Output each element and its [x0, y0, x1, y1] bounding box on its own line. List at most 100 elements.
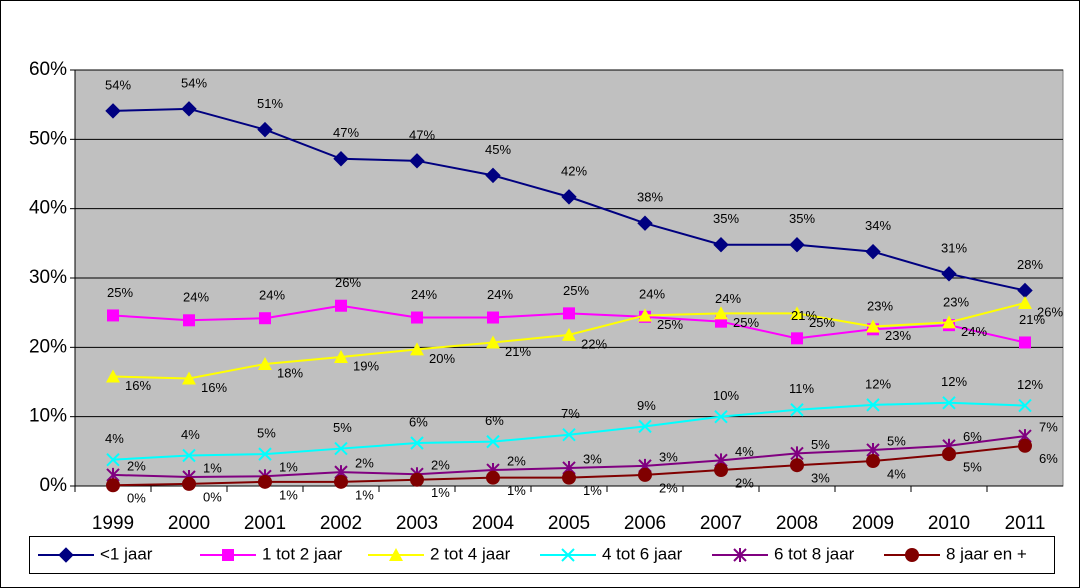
- data-label: 25%: [563, 283, 589, 298]
- marker: [409, 153, 425, 169]
- marker: [258, 474, 272, 489]
- y-tick-label: 40%: [29, 198, 67, 219]
- data-label: 18%: [277, 365, 303, 380]
- marker: [335, 299, 347, 312]
- x-tick-label: 2000: [168, 513, 210, 534]
- marker: [562, 327, 576, 341]
- marker: [790, 403, 804, 417]
- marker: [1018, 398, 1032, 413]
- data-label: 26%: [1037, 304, 1063, 319]
- marker: [334, 441, 348, 456]
- marker: [259, 312, 271, 325]
- data-label: 1%: [507, 483, 526, 498]
- data-label: 23%: [943, 295, 969, 310]
- marker: [107, 309, 119, 322]
- data-label: 2%: [431, 458, 450, 473]
- data-label: 51%: [257, 96, 283, 111]
- data-label: 26%: [335, 275, 361, 290]
- data-label: 6%: [485, 413, 504, 428]
- marker: [638, 419, 652, 434]
- marker: [790, 458, 804, 473]
- marker: [106, 478, 120, 493]
- marker: [182, 476, 196, 491]
- data-label: 21%: [505, 344, 531, 359]
- data-label: 1%: [279, 460, 298, 475]
- legend-label: 4 tot 6 jaar: [602, 544, 683, 563]
- x-tick-label: 2009: [852, 513, 894, 534]
- marker: [562, 470, 576, 485]
- data-label: 31%: [941, 240, 967, 255]
- marker: [181, 101, 197, 117]
- marker: [637, 215, 653, 231]
- x-tick-label: 2004: [472, 513, 515, 534]
- marker: [486, 335, 500, 349]
- data-label: 4%: [181, 427, 200, 442]
- marker: [789, 237, 805, 253]
- marker: [410, 342, 424, 356]
- marker: [258, 356, 272, 370]
- marker: [561, 548, 575, 562]
- data-label: 5%: [257, 426, 276, 441]
- data-label: 4%: [735, 444, 754, 459]
- data-label: 16%: [125, 378, 151, 393]
- data-label: 4%: [105, 431, 124, 446]
- data-label: 5%: [333, 420, 352, 435]
- data-label: 25%: [809, 315, 835, 330]
- marker: [941, 266, 957, 282]
- data-label: 2%: [659, 480, 678, 495]
- x-tick-label: 2002: [320, 513, 362, 534]
- data-label: 9%: [637, 398, 656, 413]
- data-label: 35%: [789, 211, 815, 226]
- marker: [333, 151, 349, 167]
- marker: [182, 371, 196, 385]
- marker: [866, 319, 880, 333]
- data-label: 10%: [713, 388, 739, 403]
- x-tick-label: 2003: [396, 513, 438, 534]
- data-label: 0%: [203, 489, 222, 504]
- marker: [334, 474, 348, 489]
- data-label: 24%: [487, 287, 513, 302]
- marker: [791, 332, 803, 345]
- legend-label: 1 tot 2 jaar: [262, 544, 343, 563]
- marker: [486, 434, 500, 449]
- data-label: 25%: [107, 285, 133, 300]
- data-label: 6%: [1039, 451, 1058, 466]
- marker: [389, 548, 403, 561]
- data-label: 1%: [279, 487, 298, 502]
- marker: [1018, 295, 1032, 309]
- y-tick-label: 50%: [29, 128, 67, 149]
- marker: [1018, 438, 1032, 453]
- data-label: 11%: [789, 381, 814, 396]
- data-label: 24%: [259, 288, 285, 303]
- marker: [638, 308, 652, 322]
- marker: [334, 350, 348, 364]
- data-label: 42%: [561, 163, 587, 178]
- legend-label: <1 jaar: [100, 544, 153, 563]
- x-tick-label: 1999: [92, 513, 134, 534]
- data-label: 22%: [581, 336, 607, 351]
- data-label: 25%: [657, 317, 683, 332]
- marker: [58, 547, 74, 563]
- data-label: 2%: [507, 453, 526, 468]
- marker: [411, 311, 423, 324]
- marker: [258, 447, 272, 461]
- data-label: 23%: [885, 328, 911, 343]
- marker: [486, 470, 500, 485]
- data-label: 23%: [867, 299, 893, 314]
- marker: [561, 189, 577, 205]
- marker: [714, 306, 728, 320]
- data-label: 38%: [637, 190, 663, 205]
- data-label: 28%: [1017, 257, 1043, 272]
- data-label: 5%: [811, 437, 830, 452]
- data-label: 12%: [1017, 377, 1043, 392]
- x-tick-label: 2007: [700, 513, 742, 534]
- data-label: 5%: [887, 433, 906, 448]
- marker: [106, 369, 120, 383]
- marker: [183, 314, 195, 327]
- data-label: 2%: [735, 475, 754, 490]
- data-label: 24%: [715, 291, 741, 306]
- data-label: 16%: [201, 380, 227, 395]
- data-label: 4%: [887, 466, 906, 481]
- data-label: 7%: [561, 406, 580, 421]
